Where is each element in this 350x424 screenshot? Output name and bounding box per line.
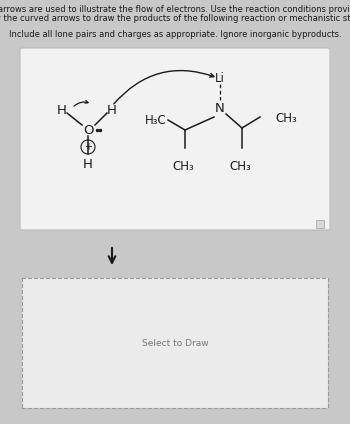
Text: +: +: [84, 142, 92, 152]
Text: CH₃: CH₃: [172, 160, 194, 173]
Text: H: H: [57, 103, 67, 117]
Bar: [316, 220, 324, 228]
Text: Select to Draw: Select to Draw: [142, 338, 208, 348]
Text: H: H: [83, 159, 93, 171]
Text: CH₃: CH₃: [275, 112, 297, 125]
FancyBboxPatch shape: [20, 48, 330, 230]
FancyArrowPatch shape: [74, 100, 88, 106]
Text: Li: Li: [215, 72, 225, 84]
FancyArrowPatch shape: [114, 70, 214, 104]
Text: N: N: [215, 101, 225, 114]
Text: H: H: [107, 103, 117, 117]
Text: O: O: [83, 123, 93, 137]
Text: CH₃: CH₃: [229, 160, 251, 173]
Bar: [22, 278, 328, 408]
Text: Curved arrows are used to illustrate the flow of electrons. Use the reaction con: Curved arrows are used to illustrate the…: [0, 5, 350, 14]
Text: follow the curved arrows to draw the products of the following reaction or mecha: follow the curved arrows to draw the pro…: [0, 14, 350, 23]
Text: H₃C: H₃C: [145, 114, 167, 126]
Text: Include all lone pairs and charges as appropriate. Ignore inorganic byproducts.: Include all lone pairs and charges as ap…: [9, 30, 341, 39]
